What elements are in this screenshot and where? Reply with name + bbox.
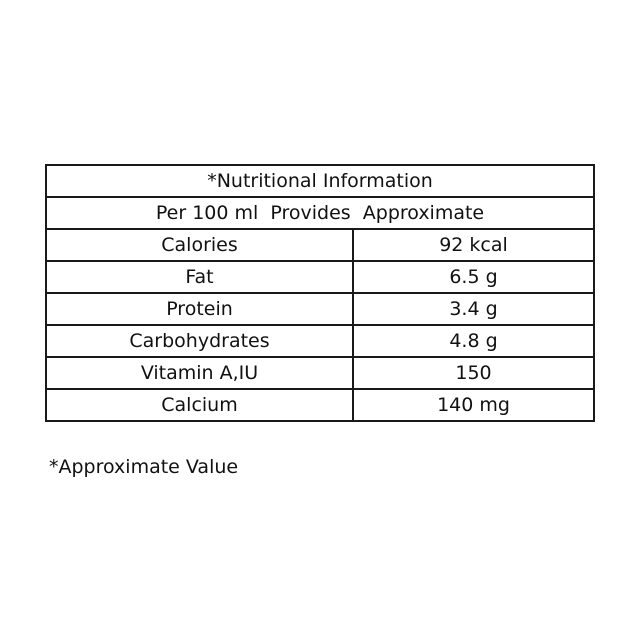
nutrient-name: Vitamin A,IU — [45, 356, 354, 390]
nutrient-value: 6.5 g — [351, 260, 596, 294]
footnote: *Approximate Value — [49, 456, 239, 478]
nutrient-name: Calcium — [45, 388, 354, 422]
nutrient-value: 4.8 g — [351, 324, 596, 358]
table-title-row: *Nutritional Information — [44, 164, 596, 198]
nutrient-value: 3.4 g — [351, 292, 596, 326]
table-subtitle: Per 100 ml Provides Approximate — [44, 196, 596, 230]
nutrient-value: 92 kcal — [351, 228, 596, 262]
table-subtitle-row: Per 100 ml Provides Approximate — [44, 196, 596, 230]
table-title: *Nutritional Information — [44, 164, 596, 198]
table-row: Carbohydrates 4.8 g — [45, 324, 596, 358]
table-row: Fat 6.5 g — [45, 260, 596, 294]
nutrient-name: Calories — [45, 228, 354, 262]
table-row: Calcium 140 mg — [45, 388, 596, 422]
nutrient-value: 150 — [351, 356, 596, 390]
nutrient-name: Fat — [45, 260, 354, 294]
table-row: Vitamin A,IU 150 — [45, 356, 596, 390]
table-row: Protein 3.4 g — [45, 292, 596, 326]
nutrient-name: Carbohydrates — [45, 324, 354, 358]
nutrient-name: Protein — [45, 292, 354, 326]
nutrient-value: 140 mg — [351, 388, 596, 422]
table-row: Calories 92 kcal — [45, 228, 596, 262]
nutrition-facts-table: *Nutritional Information Per 100 ml Prov… — [44, 164, 596, 422]
